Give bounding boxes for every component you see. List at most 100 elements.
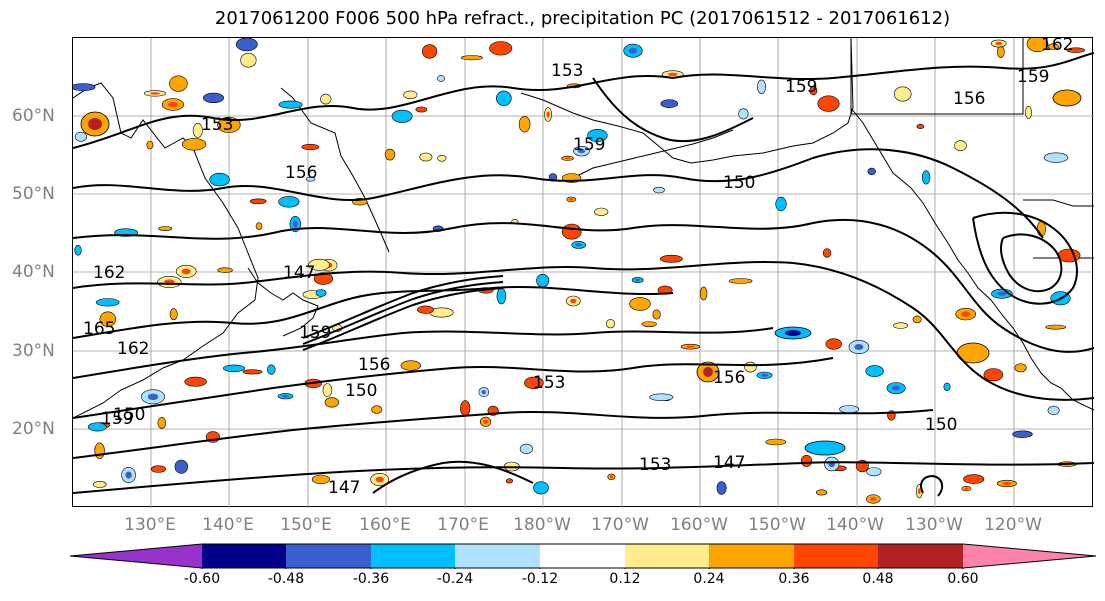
precip-cell <box>519 443 534 455</box>
precip-cell <box>744 361 757 373</box>
precip-cell <box>505 478 514 484</box>
precip-cell <box>87 422 107 432</box>
precip-core <box>481 390 487 395</box>
precip-core <box>719 485 724 491</box>
lon-label-150E: 150°E <box>280 515 332 535</box>
precip-core <box>892 385 901 391</box>
precip-core <box>418 108 424 111</box>
precip-core <box>546 111 550 118</box>
precip-cell <box>308 258 330 271</box>
precip-cell <box>1047 405 1060 416</box>
colorbar-tick-label: -0.60 <box>183 571 221 587</box>
colorbar-tick-label: -0.12 <box>521 571 559 587</box>
precip-cell <box>524 376 544 390</box>
precip-cell <box>804 440 846 456</box>
contour-label: 156 <box>285 163 317 183</box>
precip-core <box>292 220 298 228</box>
precip-core <box>703 367 713 377</box>
contour-line <box>72 285 674 339</box>
precip-core <box>483 419 488 424</box>
precip-cell <box>311 474 330 485</box>
precip-cell <box>242 369 263 375</box>
precip-cell <box>322 383 333 397</box>
contour-label: 162 <box>1041 38 1073 55</box>
precip-cell <box>728 278 753 284</box>
lon-label-140E: 140°E <box>202 515 254 535</box>
colorbar-swatch <box>878 544 963 568</box>
precip-cell <box>460 400 471 417</box>
contour-label: 150 <box>113 405 145 425</box>
precip-cell <box>893 322 909 329</box>
precip-core <box>564 157 571 160</box>
precip-cell <box>738 108 749 120</box>
precip-core <box>761 373 769 377</box>
precip-cell <box>150 465 166 473</box>
precip-cell <box>649 393 674 401</box>
precip-core <box>150 92 160 95</box>
colorbar-tick-label: 0.36 <box>778 571 810 587</box>
precip-core <box>125 471 132 479</box>
precip-cell <box>629 297 651 311</box>
precip-cell <box>391 109 413 123</box>
contour-label: 153 <box>201 115 233 135</box>
kamchatka-coastline <box>280 87 390 253</box>
colorbar-swatch <box>371 544 455 568</box>
precip-cell <box>437 155 447 162</box>
precip-cell <box>174 459 189 474</box>
precip-core <box>785 330 801 336</box>
precip-cell <box>594 207 609 216</box>
precip-cell <box>315 289 327 297</box>
precip-cell <box>1045 324 1067 330</box>
colorbar-tick-label: 0.48 <box>862 571 894 587</box>
contour-line <box>302 287 504 351</box>
precip-core <box>997 291 1007 296</box>
graticule <box>73 38 1094 508</box>
precip-cell <box>1052 89 1082 107</box>
precip-core <box>181 268 191 275</box>
contour-label: 159 <box>573 135 605 155</box>
colorbar-swatch <box>455 544 540 568</box>
precip-cell <box>943 382 951 391</box>
precip-cell <box>74 245 82 256</box>
precip-core <box>168 101 178 108</box>
colorbar-swatch <box>540 544 625 568</box>
precip-core <box>147 393 159 400</box>
map-canvas: 1621591561591531501471651621591561531501… <box>71 35 1095 508</box>
precip-core <box>686 345 695 348</box>
contour-line <box>1000 233 1063 293</box>
precip-cell <box>699 286 708 301</box>
precip-cell <box>893 86 912 102</box>
canada-border <box>1023 199 1094 207</box>
japan-coastline <box>247 267 319 337</box>
precip-cell <box>192 123 203 138</box>
colorbar-swatch <box>70 544 202 568</box>
colorbar-swatch <box>625 544 709 568</box>
contour-label: 156 <box>713 368 745 388</box>
contour-line <box>972 211 1078 305</box>
precip-cell <box>533 481 549 495</box>
contour-label: 162 <box>117 339 149 359</box>
precip-core <box>190 379 201 384</box>
precip-core <box>88 118 102 130</box>
precip-cell <box>912 315 922 324</box>
precip-cell <box>775 196 787 212</box>
contour-line <box>682 148 1044 239</box>
precip-cell <box>437 75 445 82</box>
precip-cell <box>222 364 246 372</box>
colorbar-swatch <box>286 544 371 568</box>
precip-core <box>609 475 614 479</box>
precip-cell <box>1043 152 1069 163</box>
contour-label: 147 <box>713 453 745 473</box>
precip-cell <box>384 148 396 161</box>
precip-core <box>319 276 328 282</box>
aleutian-chain <box>572 129 734 179</box>
precip-cell <box>158 226 173 231</box>
contour-line <box>72 409 934 459</box>
precip-cell <box>954 140 967 152</box>
contour-label: 159 <box>1017 67 1049 87</box>
precip-core <box>575 243 582 247</box>
colorbar-tick-label: -0.24 <box>436 571 474 587</box>
precip-core <box>254 200 262 203</box>
contour-label: 162 <box>93 263 125 283</box>
contour-label: 150 <box>925 415 957 435</box>
